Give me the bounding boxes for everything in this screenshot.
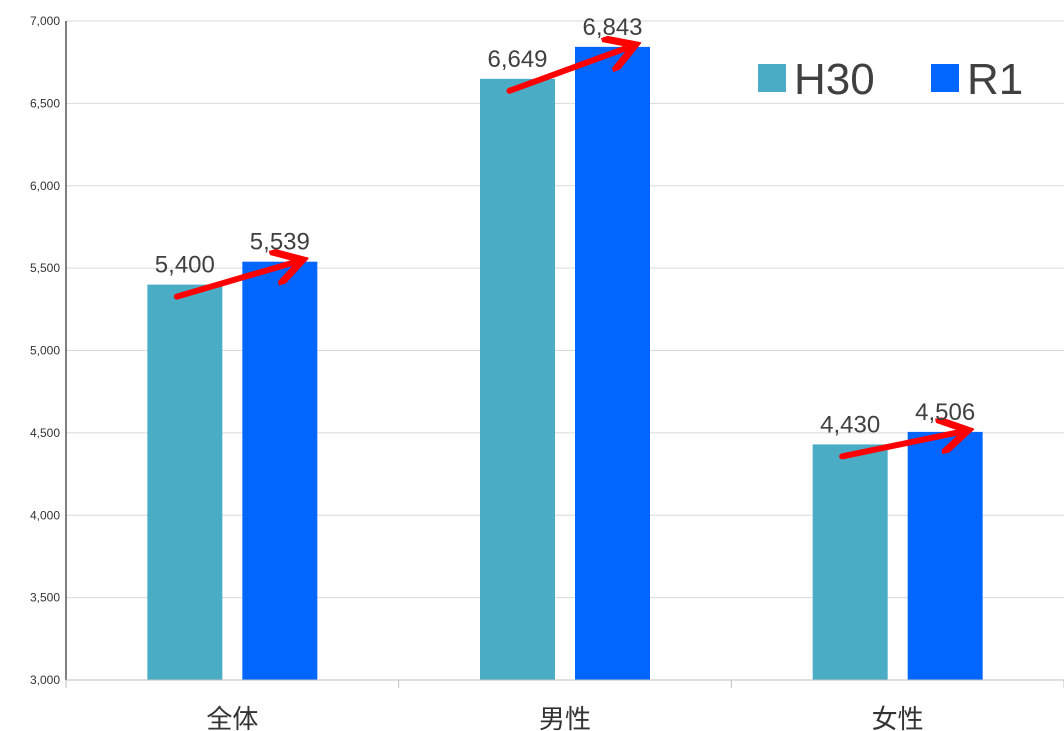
data-label: 4,430: [820, 411, 880, 438]
bars: [147, 46, 983, 681]
y-tick-label: 3,000: [30, 673, 60, 687]
legend-label-H30: H30: [794, 55, 875, 104]
bar-H30-0: [147, 284, 223, 680]
trend-arrow: [506, 46, 633, 94]
x-tick-label: 全体: [206, 705, 258, 731]
bar-H30-1: [480, 78, 555, 680]
y-tick-label: 6,500: [30, 96, 60, 110]
bar-R1-1: [575, 46, 650, 681]
data-label: 5,539: [250, 229, 310, 256]
arrows: [173, 46, 965, 460]
y-tick-label: 6,000: [30, 179, 60, 193]
gridlines: [66, 20, 1064, 599]
x-tick-label: 男性: [539, 705, 591, 731]
data-label: 5,400: [155, 252, 215, 279]
y-tick-label: 4,500: [30, 426, 60, 440]
axes: [65, 21, 1064, 688]
data-label: 6,649: [487, 46, 547, 73]
trend-arrow: [173, 261, 300, 300]
bar-H30-2: [812, 444, 888, 680]
y-axis-ticks: 3,000 3,500 4,000 4,500 5,000 5,500 6,000 6,500…: [30, 14, 60, 687]
legend-swatch-R1: [931, 64, 959, 92]
y-tick-label: 7,000: [30, 14, 60, 28]
bar-R1-0: [242, 261, 318, 680]
data-label: 6,843: [582, 14, 642, 41]
x-tick-label: 女性: [872, 705, 924, 731]
y-tick-label: 4,000: [30, 508, 60, 522]
trend-arrow: [839, 431, 965, 460]
x-axis-ticks: 全体 男性 女性: [206, 705, 923, 731]
y-tick-label: 5,500: [30, 261, 60, 275]
bar-R1-2: [907, 431, 983, 680]
legend-swatch-H30: [758, 64, 786, 92]
legend: H30 R1: [758, 55, 1023, 104]
data-label: 4,506: [915, 399, 975, 426]
legend-label-R1: R1: [967, 55, 1023, 104]
data-labels: 5,400 5,539 6,649 6,843 4,430 4,506: [155, 14, 975, 439]
y-tick-label: 3,500: [30, 591, 60, 605]
y-tick-label: 5,000: [30, 344, 60, 358]
